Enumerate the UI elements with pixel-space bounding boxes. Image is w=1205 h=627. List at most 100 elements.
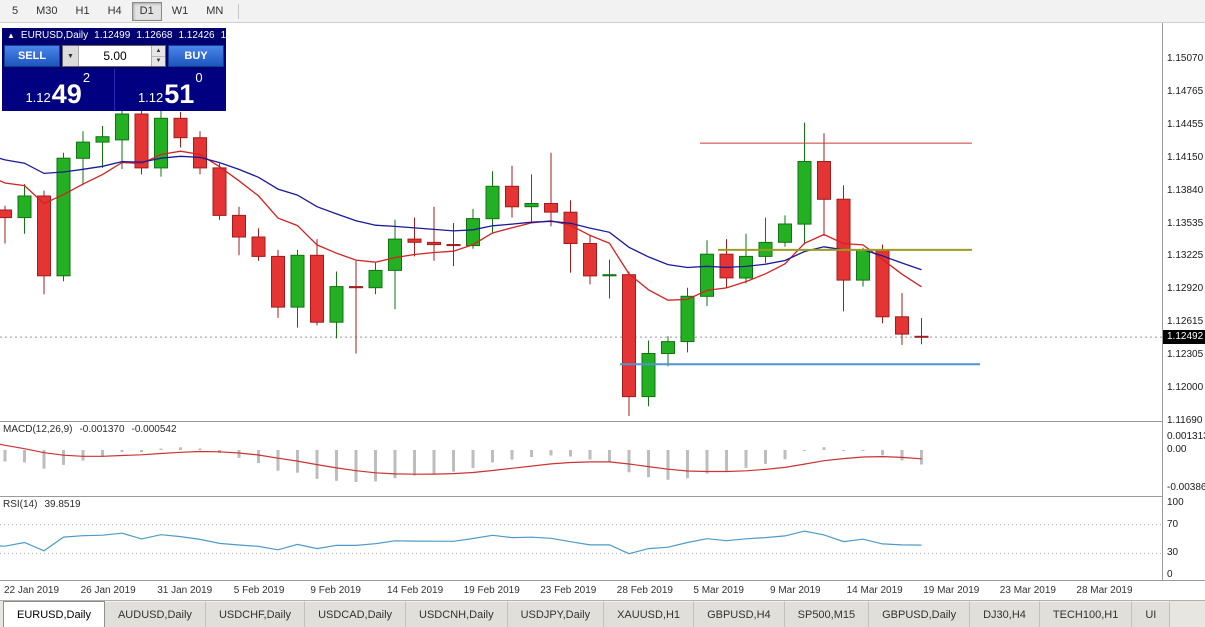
price-chart-panel[interactable]: ▲ EURUSD,Daily 1.12499 1.12668 1.12426 1… bbox=[0, 23, 1163, 421]
price-axis-label: 1.12615 bbox=[1167, 316, 1204, 328]
macd-histogram-bar bbox=[549, 450, 553, 456]
candle bbox=[544, 152, 558, 227]
time-axis[interactable]: 22 Jan 2019 26 Jan 2019 31 Jan 2019 5 Feb 2… bbox=[0, 580, 1205, 600]
macd-histogram-bar bbox=[686, 450, 689, 479]
price-axis-label: 1.13840 bbox=[1167, 184, 1204, 196]
chart-tab-USDJPY-Daily[interactable]: USDJPY,Daily bbox=[507, 601, 605, 627]
candle bbox=[349, 260, 363, 354]
candle bbox=[154, 107, 168, 177]
rsi-axis-label: 100 bbox=[1167, 497, 1184, 508]
date-label: 26 Jan 2019 bbox=[80, 585, 136, 596]
candle bbox=[758, 217, 773, 263]
chart-tab-GBPUSD-H4[interactable]: GBPUSD,H4 bbox=[694, 601, 785, 627]
rsi-axis-label: 30 bbox=[1167, 547, 1179, 559]
rsi-axis-label: 0 bbox=[1167, 569, 1173, 580]
chart-tab-XAUUSD-H1[interactable]: XAUUSD,H1 bbox=[604, 601, 695, 627]
ohlc-high: 1.12668 bbox=[136, 30, 173, 41]
macd-histogram-bar bbox=[101, 450, 104, 457]
candle bbox=[563, 200, 578, 273]
macd-histogram-bar bbox=[627, 450, 631, 473]
bid-big-digits: 49 bbox=[51, 79, 82, 109]
macd-histogram-bar bbox=[413, 450, 416, 476]
macd-histogram-bar bbox=[179, 447, 182, 450]
price-axis-label: 1.14765 bbox=[1167, 85, 1204, 97]
sell-button[interactable]: SELL bbox=[4, 45, 60, 67]
price-axis-label: 1.12920 bbox=[1167, 283, 1204, 295]
date-label: 22 Jan 2019 bbox=[4, 585, 60, 596]
ask-price[interactable]: 1.12 51 0 bbox=[115, 69, 227, 111]
price-axis-label: 1.12000 bbox=[1167, 382, 1204, 393]
candle bbox=[290, 249, 305, 328]
buy-button[interactable]: BUY bbox=[168, 45, 224, 67]
chart-tab-TECH100-H1[interactable]: TECH100,H1 bbox=[1039, 601, 1133, 627]
candle bbox=[95, 125, 110, 168]
macd-histogram-bar bbox=[81, 450, 85, 461]
candle bbox=[485, 171, 500, 234]
price-axis-label: 1.12305 bbox=[1167, 349, 1204, 361]
chart-tab-SP500-M15[interactable]: SP500,M15 bbox=[784, 601, 870, 627]
price-axis-label: 1.14455 bbox=[1167, 118, 1204, 130]
timeframe-button-D1[interactable]: D1 bbox=[131, 1, 162, 21]
macd-histogram-bar bbox=[198, 448, 202, 450]
timeframe-button-H1[interactable]: H1 bbox=[68, 2, 98, 21]
timeframe-button-M30[interactable]: M30 bbox=[28, 2, 65, 21]
candle bbox=[271, 249, 285, 318]
ask-pipette: 0 bbox=[195, 70, 203, 85]
macd-axis-label: 0.001313 bbox=[1167, 431, 1205, 443]
timeframe-button-MN[interactable]: MN bbox=[198, 2, 231, 21]
timeframe-button-W1[interactable]: W1 bbox=[164, 2, 197, 21]
macd-histogram-bar bbox=[276, 450, 280, 471]
timeframe-button-H4[interactable]: H4 bbox=[100, 2, 130, 21]
chart-tab-UI[interactable]: UI bbox=[1132, 601, 1171, 627]
candle bbox=[17, 184, 32, 234]
price-axis-label: 1.14150 bbox=[1167, 151, 1204, 163]
candle bbox=[56, 152, 71, 282]
chart-symbol-label: EURUSD,Daily bbox=[20, 30, 89, 41]
collapse-panel-icon[interactable]: ▲ bbox=[7, 30, 15, 40]
candle bbox=[719, 239, 734, 288]
chart-tab-DJ30-H4[interactable]: DJ30,H4 bbox=[970, 601, 1040, 627]
macd-histogram-bar bbox=[471, 450, 475, 468]
candle bbox=[76, 131, 90, 186]
macd-histogram-bar bbox=[744, 450, 748, 468]
date-label: 9 Feb 2019 bbox=[310, 585, 361, 596]
candle bbox=[388, 219, 402, 310]
volume-value[interactable]: 5.00 bbox=[103, 49, 127, 63]
macd-label: MACD(12,26,9) -0.001370 -0.000542 bbox=[3, 424, 177, 435]
date-label: 28 Mar 2019 bbox=[1076, 585, 1133, 596]
chart-tab-AUDUSD-Daily[interactable]: AUDUSD,Daily bbox=[104, 601, 206, 627]
chart-tab-GBPUSD-Daily[interactable]: GBPUSD,Daily bbox=[869, 601, 971, 627]
macd-histogram-bar bbox=[881, 450, 884, 456]
volume-control[interactable]: ▼ 5.00 ▲ ▼ bbox=[62, 45, 166, 67]
spin-up-icon[interactable]: ▲ bbox=[152, 46, 165, 57]
macd-histogram-bar bbox=[920, 450, 923, 465]
bid-price[interactable]: 1.12 49 2 bbox=[2, 69, 115, 111]
chart-tab-EURUSD-Daily[interactable]: EURUSD,Daily bbox=[3, 601, 105, 627]
volume-dropdown-arrow-icon[interactable]: ▼ bbox=[63, 46, 79, 66]
spin-down-icon[interactable]: ▼ bbox=[152, 56, 165, 66]
macd-histogram-bar bbox=[803, 450, 806, 451]
rsi-panel[interactable]: RSI(14) 39.8519 bbox=[0, 496, 1163, 580]
macd-panel[interactable]: MACD(12,26,9) -0.001370 -0.000542 bbox=[0, 421, 1163, 496]
chart-tab-USDCAD-Daily[interactable]: USDCAD,Daily bbox=[305, 601, 407, 627]
bid-ask-display: 1.12 49 2 1.12 51 0 bbox=[2, 69, 226, 111]
chart-tab-USDCHF-Daily[interactable]: USDCHF,Daily bbox=[205, 601, 306, 627]
rsi-line bbox=[0, 530, 922, 555]
date-label: 5 Mar 2019 bbox=[693, 585, 744, 596]
chart-tabs-bar: EURUSD,Daily AUDUSD,Daily USDCHF,Daily USDC… bbox=[0, 600, 1205, 627]
timeframe-button-5[interactable]: 5 bbox=[4, 2, 26, 21]
moving-average-line-0 bbox=[0, 150, 922, 301]
macd-histogram-bar bbox=[491, 450, 494, 463]
macd-histogram-bar bbox=[432, 450, 436, 474]
date-label: 28 Feb 2019 bbox=[616, 585, 673, 596]
volume-spinner[interactable]: ▲ ▼ bbox=[151, 46, 165, 66]
date-label: 5 Feb 2019 bbox=[233, 585, 285, 596]
candle bbox=[173, 111, 188, 148]
macd-histogram-bar bbox=[530, 450, 533, 457]
macd-value-main: -0.001370 bbox=[79, 424, 125, 435]
price-axis[interactable]: 1.15070 1.14765 1.14455 1.14150 1.13840 1.135… bbox=[1162, 23, 1205, 580]
candle bbox=[680, 287, 695, 353]
timeframe-toolbar: 5 M30 H1 H4 D1 W1 MN bbox=[0, 0, 1205, 23]
chart-tab-USDCNH-Daily[interactable]: USDCNH,Daily bbox=[406, 601, 508, 627]
